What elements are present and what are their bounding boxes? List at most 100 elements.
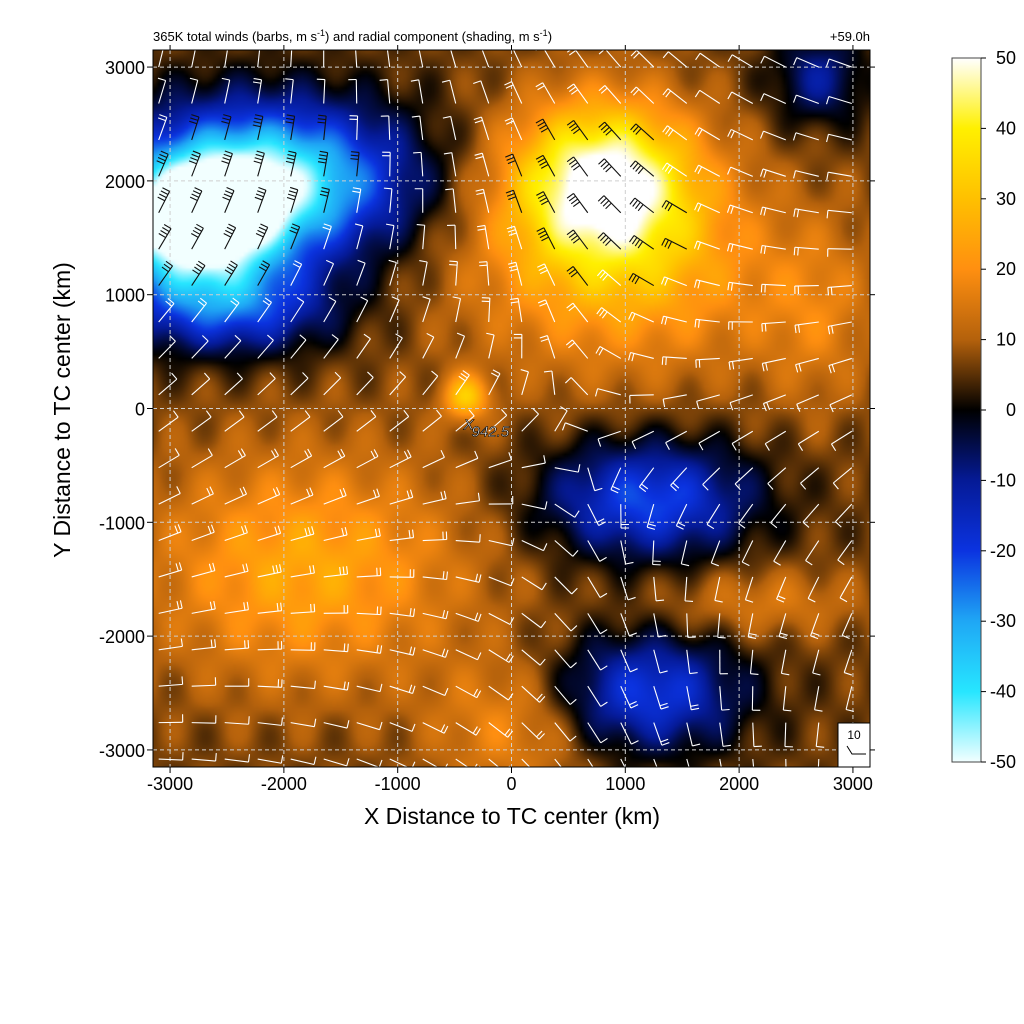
wind-barb [597, 232, 622, 250]
wind-barb [521, 576, 547, 591]
wind-barb [620, 613, 637, 637]
wind-barb [290, 603, 316, 614]
wind-barb [832, 467, 853, 490]
wind-barb [252, 114, 264, 141]
wind-barb [422, 685, 449, 697]
wind-barb [793, 246, 819, 256]
wind-barb [488, 612, 515, 625]
wind-barb [191, 486, 214, 505]
wind-barb [587, 722, 608, 744]
wind-barb [694, 279, 720, 289]
wind-barb [323, 605, 349, 614]
wind-barb [587, 503, 607, 526]
wind-barb [158, 638, 183, 651]
wind-barb [488, 537, 515, 547]
wind-barb [285, 114, 296, 140]
wind-barb [749, 649, 759, 675]
wind-barb [653, 722, 670, 746]
x-tick-label: 1000 [605, 774, 645, 794]
wind-barb [566, 120, 589, 141]
wind-barb [719, 686, 730, 711]
wind-barb [191, 335, 209, 359]
wind-barb [257, 602, 283, 614]
wind-barb [782, 686, 792, 712]
wind-barb [784, 722, 793, 748]
x-tick-label: -3000 [147, 774, 193, 794]
wind-barb [416, 224, 426, 250]
wind-barb [794, 285, 819, 295]
wind-barb [653, 758, 658, 767]
wind-barb [389, 529, 415, 542]
wind-barb [257, 755, 284, 764]
wind-barb [684, 576, 694, 603]
wind-barb [441, 79, 457, 104]
wind-barb [554, 464, 581, 473]
wind-barb [356, 644, 383, 654]
wind-barb [660, 276, 687, 287]
wind-barb [770, 503, 787, 529]
wind-barb [817, 759, 820, 767]
wind-barb [455, 722, 481, 736]
colorbar-ticks: 50 40 30 20 10 0 -10 -20 -30 -40 -50 [981, 48, 1016, 772]
x-axis: -3000 -2000 -1000 0 1000 2000 3000 [147, 45, 873, 794]
wind-barb [224, 678, 250, 687]
wind-barb [319, 187, 330, 213]
wind-barb [188, 150, 201, 177]
wind-barb [158, 752, 184, 761]
wind-barb [598, 50, 622, 68]
wind-barb [322, 223, 332, 250]
wind-barb [191, 297, 208, 323]
wind-barb [445, 188, 457, 213]
wind-barb [536, 191, 556, 214]
wind-barb [598, 121, 622, 141]
wind-barb [752, 758, 755, 767]
colorbar-tick-label: 40 [996, 118, 1016, 138]
wind-barb [535, 118, 556, 141]
wind-barb [827, 321, 852, 335]
wind-barb [452, 296, 462, 323]
wind-barb [841, 613, 853, 640]
wind-barb [481, 297, 491, 323]
wind-barb [702, 467, 721, 491]
wind-barb [566, 229, 589, 250]
wind-barb [694, 164, 721, 177]
wind-barb [835, 503, 853, 528]
wind-barb [257, 641, 283, 651]
wind-barb [356, 371, 374, 396]
grid-lines [153, 50, 870, 767]
wind-barb [422, 409, 442, 432]
wind-barb [356, 449, 379, 469]
wind-barb [158, 714, 184, 724]
wind-barb [727, 242, 753, 253]
wind-barb [447, 224, 457, 250]
wind-barb [587, 576, 608, 598]
wind-barb [628, 311, 654, 323]
wind-barb [661, 237, 688, 250]
wind-barb [356, 528, 381, 542]
wind-barb [455, 409, 475, 432]
wind-barb [290, 410, 311, 432]
wind-barb [686, 649, 698, 675]
wind-barb [719, 722, 732, 747]
wind-barb [450, 50, 457, 68]
chart-title: 365K total winds (barbs, m s-1) and radi… [153, 28, 552, 44]
wind-barb [760, 206, 786, 216]
wind-barb [512, 50, 523, 68]
wind-barb [191, 410, 212, 432]
wind-barb [653, 613, 667, 638]
wind-barb [694, 89, 721, 104]
colorbar-tick-label: 0 [1006, 400, 1016, 420]
wind-barb [837, 540, 853, 566]
wind-barb [257, 260, 271, 286]
wind-barb [189, 77, 199, 104]
wind-barb [800, 467, 820, 490]
wind-barb [826, 209, 852, 219]
y-tick-label: 0 [135, 400, 145, 420]
wind-barb [706, 503, 721, 530]
wind-barb [564, 377, 589, 396]
wind-barb [158, 448, 180, 469]
wind-barb [686, 613, 696, 638]
wind-barb [442, 115, 457, 141]
wind-barb [257, 717, 284, 726]
